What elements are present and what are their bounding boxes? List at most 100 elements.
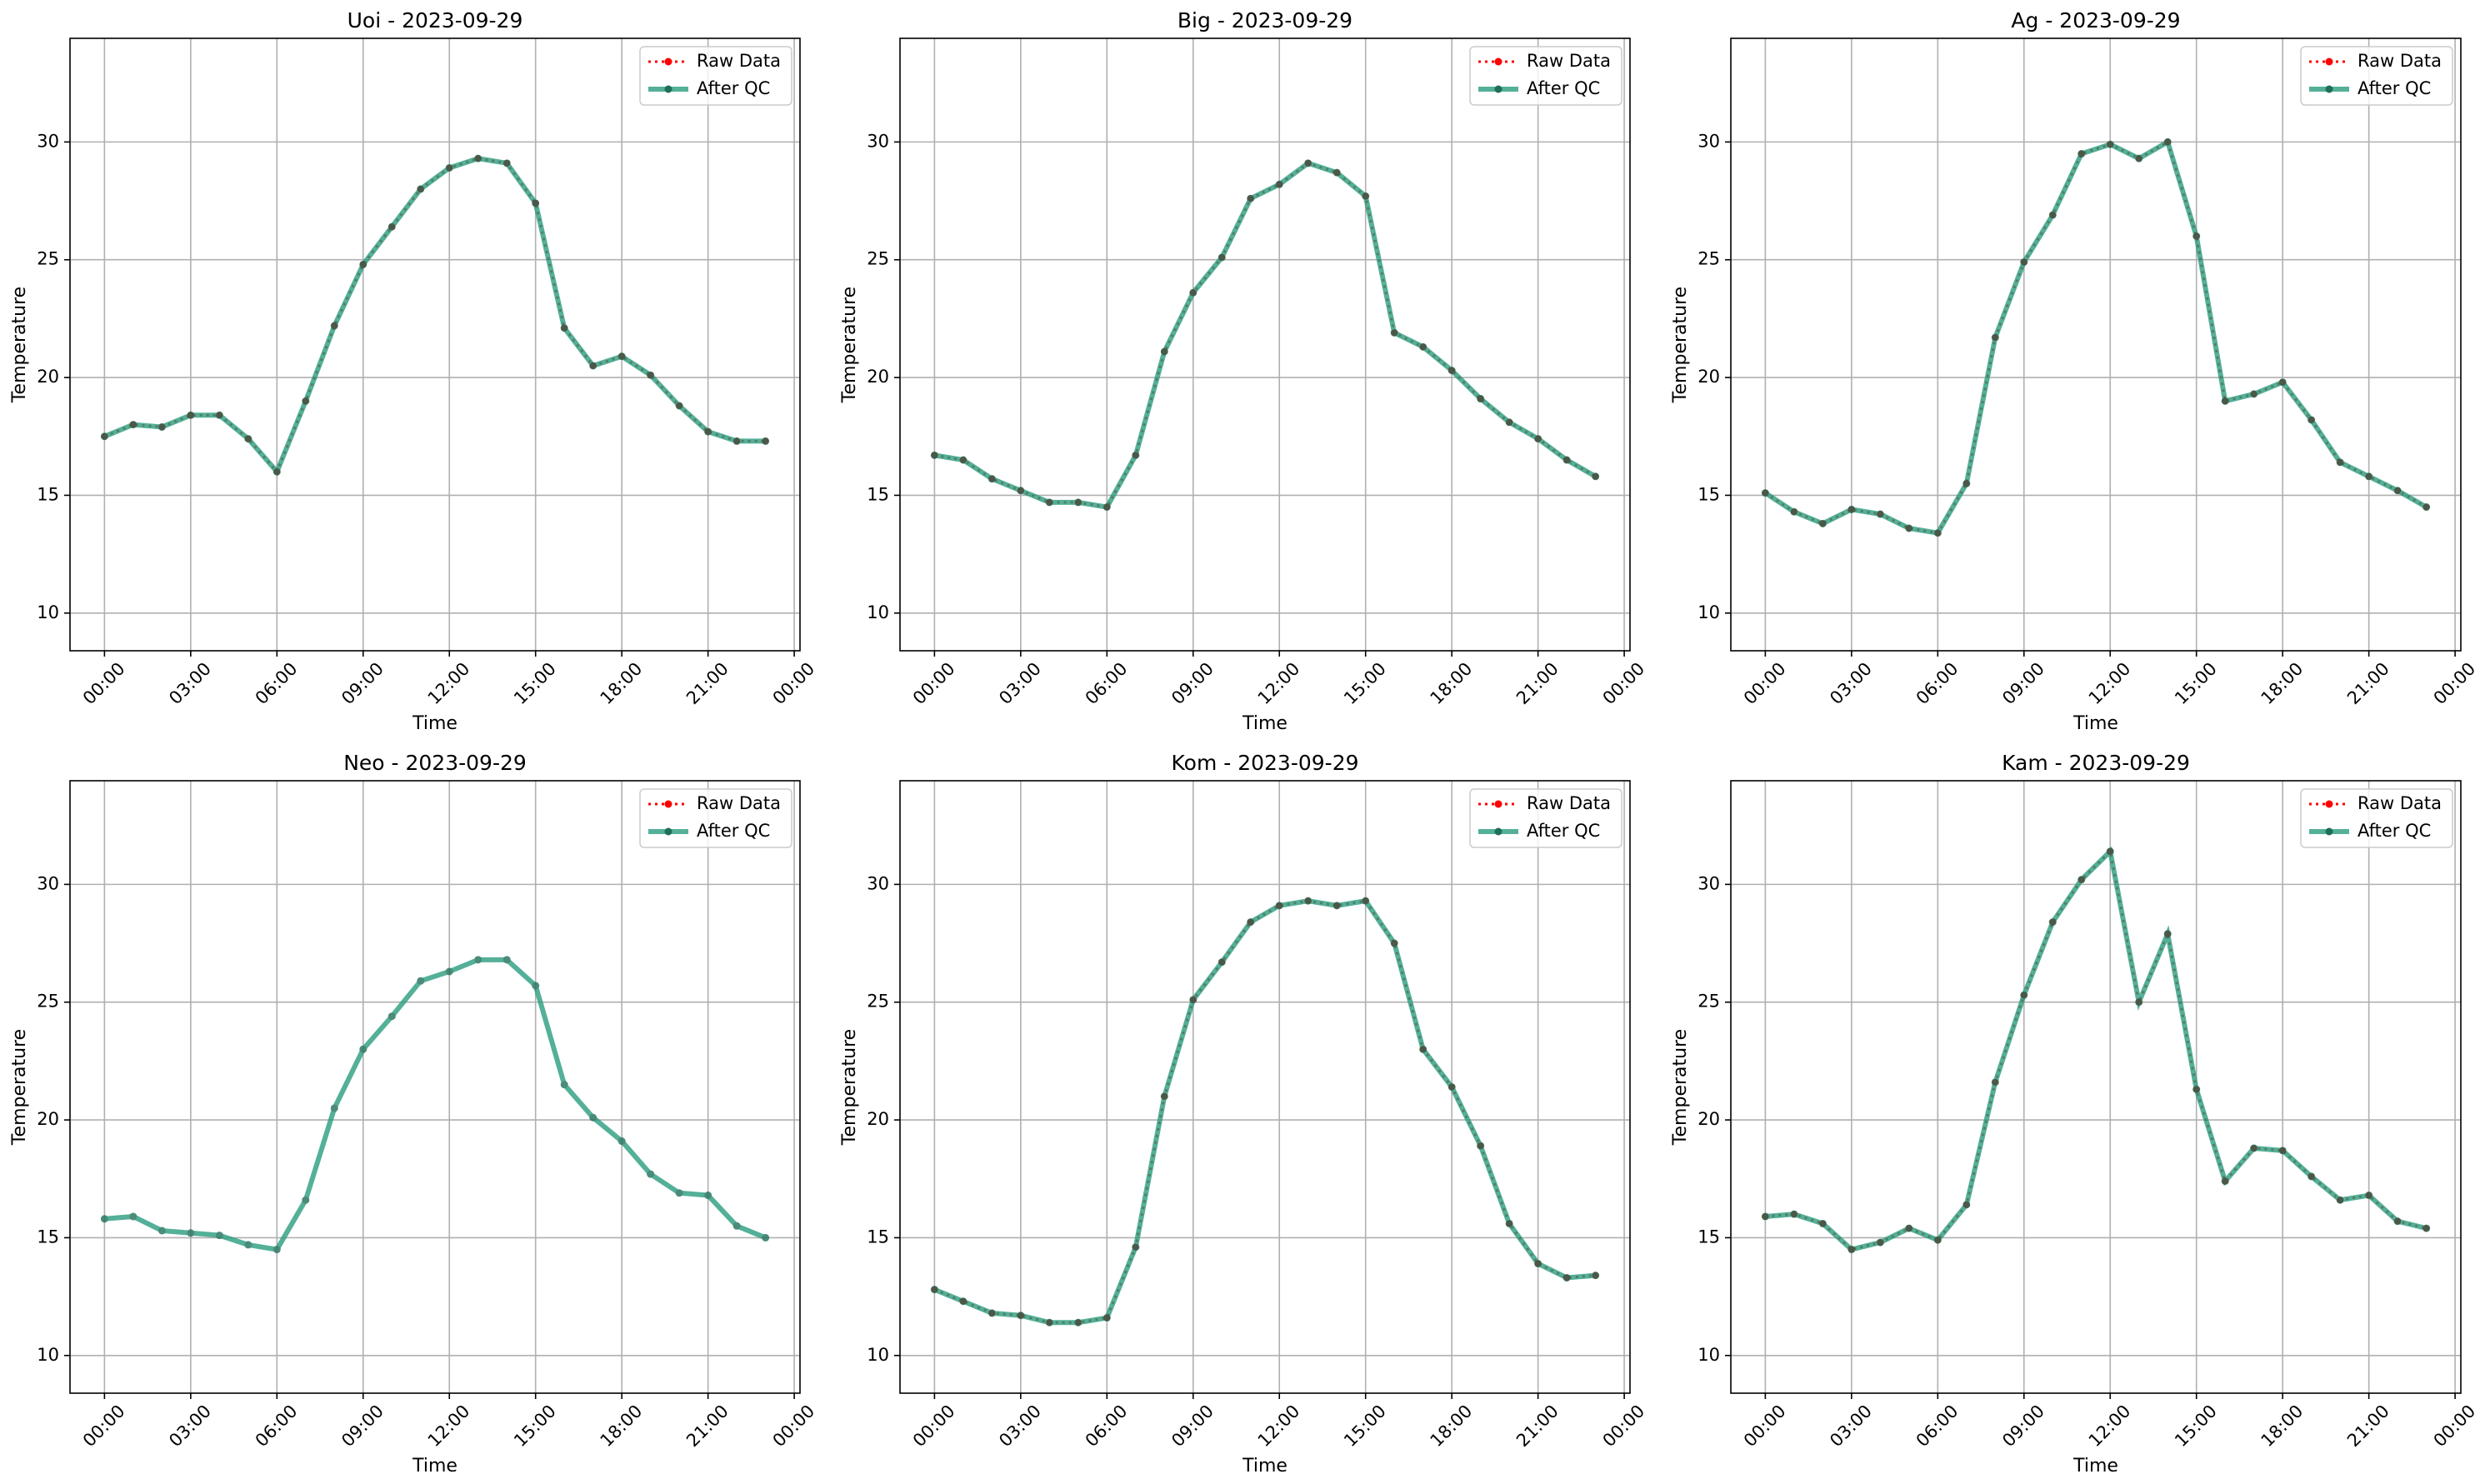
data-point — [1991, 333, 1999, 342]
x-tick-label: 18:00 — [1427, 1401, 1477, 1451]
data-point — [1562, 456, 1571, 464]
data-point — [1592, 472, 1600, 481]
y-tick-label: 25 — [867, 249, 889, 269]
x-tick-label: 12:00 — [424, 1401, 474, 1451]
data-point — [1102, 503, 1111, 512]
data-point — [1218, 958, 1226, 967]
x-tick-label: 12:00 — [1254, 1401, 1304, 1451]
series — [1761, 846, 2431, 1254]
data-point — [1505, 1219, 1513, 1227]
legend-label: After QC — [697, 821, 770, 841]
data-point — [2020, 991, 2028, 999]
y-tick-label: 10 — [1698, 1345, 1720, 1365]
subplot: Uoi - 2023-09-29 00:00 03:00 06:00 09:00 12:0… — [9, 8, 818, 734]
legend: Raw Data After QC — [639, 46, 792, 106]
data-point — [1362, 192, 1370, 200]
x-tick-label: 00:00 — [909, 658, 959, 708]
data-point — [100, 432, 108, 441]
y-tick-label: 10 — [867, 1345, 889, 1365]
x-tick-label: 00:00 — [1740, 658, 1790, 708]
plot-area — [100, 154, 770, 477]
data-point — [158, 422, 166, 431]
plot-area — [1761, 846, 2431, 1254]
legend-label: Raw Data — [2358, 51, 2442, 71]
x-tick-label: 21:00 — [1512, 1401, 1562, 1451]
y-tick-label: 30 — [37, 131, 59, 151]
legend-marker — [1494, 800, 1502, 808]
data-point — [1761, 489, 1769, 497]
data-point — [1505, 418, 1513, 427]
legend-label: After QC — [2358, 821, 2431, 841]
data-point — [1905, 524, 1913, 532]
subplot-title: Neo - 2023-09-29 — [343, 751, 527, 775]
data-point — [930, 451, 938, 459]
x-tick-label: 18:00 — [1427, 658, 1477, 708]
y-tick-label: 15 — [37, 484, 59, 504]
x-tick-label: 03:00 — [165, 658, 215, 708]
data-point — [2078, 876, 2086, 884]
data-point — [2336, 458, 2344, 467]
x-tick-label: 12:00 — [2085, 1401, 2135, 1451]
x-tick-label: 12:00 — [1254, 658, 1304, 708]
data-point — [129, 421, 138, 429]
x-tick-label: 21:00 — [1512, 658, 1562, 708]
x-axis-label: Time — [2072, 1456, 2118, 1477]
y-tick-label: 30 — [867, 131, 889, 151]
data-point — [215, 411, 223, 419]
y-tick-label: 25 — [1698, 992, 1720, 1012]
series-line — [934, 162, 1597, 509]
data-point — [1332, 168, 1341, 177]
y-tick-label: 20 — [37, 367, 59, 387]
y-axis-label: Temperature — [9, 1029, 30, 1146]
legend: Raw Data After QC — [639, 788, 792, 848]
series-line — [1763, 137, 2428, 536]
data-point — [244, 1241, 252, 1249]
data-point — [388, 1012, 396, 1021]
plot-area — [1761, 137, 2431, 537]
data-point — [2422, 1224, 2431, 1232]
legend-marker — [664, 800, 672, 808]
plot-area — [100, 956, 770, 1254]
series — [1761, 137, 2431, 537]
data-point — [2308, 416, 2316, 424]
data-point — [988, 1309, 996, 1317]
data-point — [618, 352, 626, 361]
series — [101, 155, 769, 476]
subplot: Ag - 2023-09-29 00:00 03:00 06:00 09:00 12:00… — [1670, 8, 2479, 734]
data-point — [762, 437, 770, 445]
x-tick-label: 06:00 — [252, 1401, 302, 1451]
y-tick-label: 15 — [37, 1227, 59, 1247]
x-tick-label: 00:00 — [79, 658, 129, 708]
legend-label: Raw Data — [1527, 793, 1611, 813]
data-point — [1247, 194, 1255, 202]
x-axis-label: Time — [1242, 1456, 1288, 1477]
plot-area — [930, 897, 1600, 1327]
x-tick-label: 06:00 — [1912, 658, 1962, 708]
y-tick-label: 20 — [867, 367, 889, 387]
data-point — [2048, 211, 2057, 219]
data-point — [675, 402, 683, 410]
data-point — [1818, 1219, 1827, 1227]
data-point — [359, 1045, 368, 1053]
data-point — [2163, 137, 2172, 146]
data-point — [2308, 1172, 2316, 1181]
data-point — [2336, 1196, 2344, 1204]
data-point — [1534, 1260, 1542, 1268]
x-tick-label: 00:00 — [1599, 658, 1649, 708]
data-point — [445, 163, 453, 172]
legend: Raw Data After QC — [2300, 46, 2453, 106]
x-tick-label: 15:00 — [510, 1401, 560, 1451]
data-point — [215, 1232, 223, 1240]
data-point — [732, 1222, 741, 1230]
data-point — [1017, 487, 1025, 495]
x-tick-label: 03:00 — [1826, 1401, 1876, 1451]
series — [930, 159, 1600, 512]
data-point — [272, 467, 281, 476]
series — [100, 956, 770, 1254]
axes-frame — [1730, 780, 2462, 1394]
x-axis-label: Time — [1242, 713, 1288, 734]
data-point — [1562, 1273, 1571, 1282]
data-point — [1448, 1083, 1456, 1091]
data-point — [2135, 154, 2143, 162]
data-point — [675, 1189, 683, 1197]
